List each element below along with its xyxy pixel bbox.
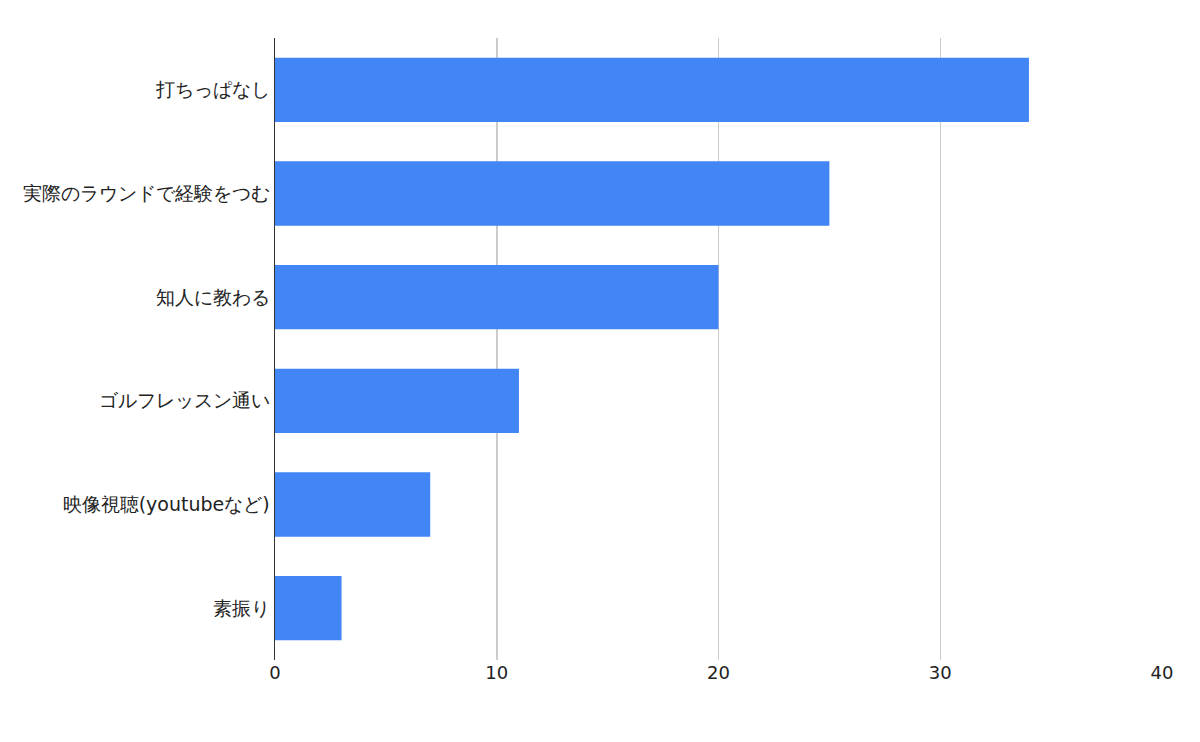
svg-text:実際のラウンドで経験をつむ: 実際のラウンドで経験をつむ [23, 182, 270, 204]
svg-text:10: 10 [485, 662, 508, 683]
svg-text:20: 20 [707, 662, 730, 683]
svg-text:30: 30 [929, 662, 952, 683]
svg-text:知人に教わる: 知人に教わる [156, 286, 270, 308]
svg-text:0: 0 [269, 662, 280, 683]
svg-text:40: 40 [1151, 662, 1174, 683]
svg-text:映像視聴(youtubeなど): 映像視聴(youtubeなど) [63, 493, 270, 515]
svg-text:ゴルフレッスン通い: ゴルフレッスン通い [99, 389, 270, 411]
svg-text:打ちっぱなし: 打ちっぱなし [155, 78, 270, 100]
svg-text:素振り: 素振り [213, 597, 270, 619]
